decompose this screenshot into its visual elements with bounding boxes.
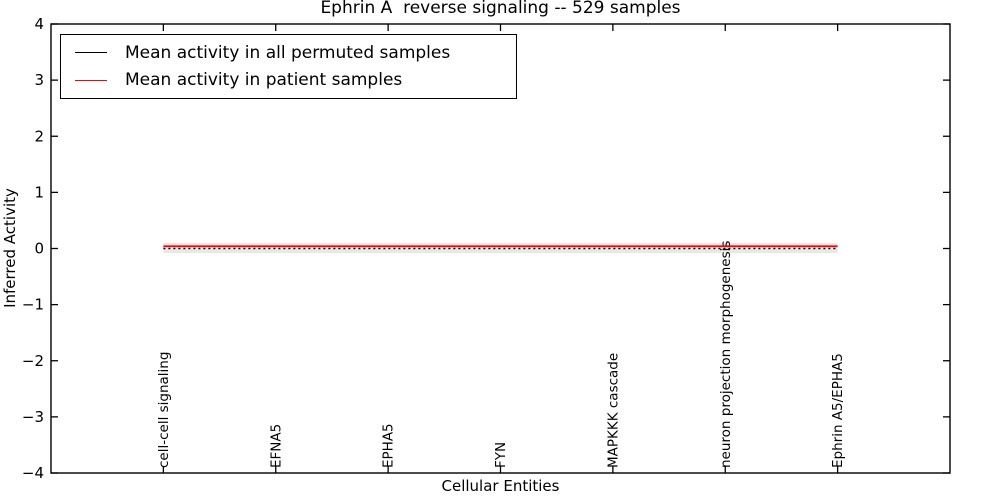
y-tick-label: −1 xyxy=(22,296,44,314)
x-tick-label: Ephrin A5/EPHA5 xyxy=(830,353,846,468)
chart-title: Ephrin A reverse signaling -- 529 sample… xyxy=(320,0,681,18)
legend-entry-permuted: Mean activity in all permuted samples xyxy=(61,42,516,63)
y-tick-label: −4 xyxy=(22,464,44,482)
x-tick-label: cell-cell signaling xyxy=(156,352,172,468)
x-axis-label: Cellular Entities xyxy=(441,477,560,495)
y-tick-label: −2 xyxy=(22,352,44,370)
legend-label-patient: Mean activity in patient samples xyxy=(125,69,403,90)
patient-line-swatch xyxy=(75,79,107,81)
x-tick-label: neuron projection morphogenesis xyxy=(718,241,734,468)
x-tick-label: FYN xyxy=(493,442,509,468)
legend-label-permuted: Mean activity in all permuted samples xyxy=(125,42,451,63)
y-tick-label: 1 xyxy=(34,183,44,201)
y-tick-label: 2 xyxy=(34,127,44,145)
legend-entry-patient: Mean activity in patient samples xyxy=(61,71,516,90)
y-tick-label: 4 xyxy=(34,15,44,33)
y-axis-label: Inferred Activity xyxy=(1,188,19,308)
permuted-line-swatch xyxy=(75,52,107,54)
y-tick-label: −3 xyxy=(22,408,44,426)
x-tick-label: MAPKKK cascade xyxy=(605,353,621,468)
x-tick-label: EFNA5 xyxy=(268,424,284,468)
y-tick-label: 3 xyxy=(34,71,44,89)
legend: Mean activity in all permuted samples Me… xyxy=(60,34,517,99)
y-tick-label: 0 xyxy=(34,240,44,258)
x-tick-label: EPHA5 xyxy=(381,423,397,468)
